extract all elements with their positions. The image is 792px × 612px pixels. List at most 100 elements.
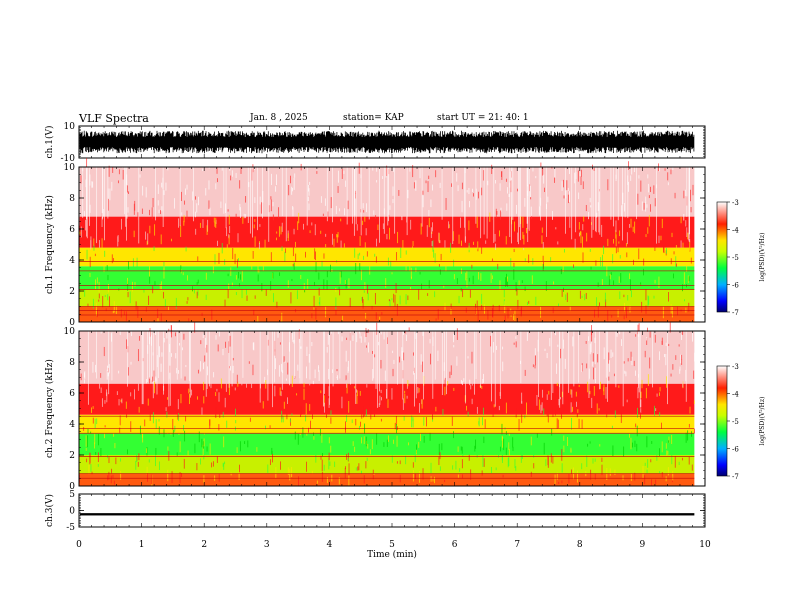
- spectral-speckle: [621, 339, 622, 346]
- spectral-speckle: [287, 233, 289, 241]
- y-axis-label: ch.3(V): [44, 494, 55, 527]
- y-tick-label: 0: [69, 318, 75, 328]
- spectral-speckle: [203, 426, 205, 435]
- spectral-speckle: [590, 469, 592, 480]
- spectral-speckle: [408, 442, 409, 446]
- spectral-speckle: [315, 262, 317, 273]
- spectral-speckle: [443, 285, 445, 288]
- spectral-speckle: [601, 279, 603, 286]
- spectral-speckle: [468, 454, 470, 461]
- spectral-speckle: [618, 385, 620, 388]
- spectral-speckle: [178, 412, 180, 422]
- spectral-speckle: [578, 418, 580, 429]
- spectral-speckle: [643, 268, 645, 276]
- spectral-speckle: [120, 309, 122, 318]
- spectral-speckle: [360, 421, 361, 427]
- spectral-speckle: [155, 419, 157, 429]
- spectral-speckle: [253, 309, 255, 316]
- spectral-speckle: [402, 331, 404, 335]
- spectral-speckle: [215, 335, 217, 340]
- spectral-speckle: [197, 396, 198, 400]
- spectral-speckle: [163, 190, 165, 196]
- colorbar-tick-label: -7: [732, 309, 739, 317]
- spectral-speckle: [375, 256, 377, 263]
- spectral-speckle: [344, 208, 345, 216]
- spectral-speckle: [303, 283, 305, 290]
- spectral-speckle: [216, 456, 218, 463]
- spectral-speckle: [118, 399, 120, 406]
- spectral-speckle: [420, 432, 421, 442]
- spectral-speckle: [689, 406, 691, 414]
- spectral-speckle: [270, 173, 272, 186]
- spectral-speckle: [619, 230, 621, 237]
- spectral-speckle: [265, 289, 267, 296]
- spectral-speckle: [203, 450, 205, 460]
- spectral-speckle: [586, 363, 588, 369]
- spectral-speckle: [236, 447, 238, 454]
- spectral-speckle: [112, 474, 114, 479]
- spectral-speckle: [688, 423, 690, 428]
- spectral-speckle: [456, 278, 458, 285]
- spectral-speckle: [330, 323, 332, 334]
- spectral-speckle: [608, 360, 610, 372]
- spectral-speckle: [579, 231, 581, 236]
- spectral-speckle: [272, 272, 274, 279]
- spectral-speckle: [316, 171, 318, 174]
- spectral-speckle: [364, 333, 366, 343]
- spectral-speckle: [92, 361, 94, 373]
- spectral-speckle: [175, 297, 177, 309]
- spectral-speckle: [615, 229, 617, 239]
- spectral-speckle: [119, 427, 121, 433]
- spectral-speckle: [307, 278, 309, 289]
- spectral-speckle: [523, 247, 525, 251]
- spectral-speckle: [647, 459, 649, 468]
- spectral-speckle: [88, 464, 90, 475]
- spectral-speckle: [386, 439, 388, 447]
- spectral-speckle: [130, 361, 132, 365]
- spectral-speckle: [534, 348, 536, 356]
- spectral-speckle: [136, 453, 138, 462]
- spectral-speckle: [341, 396, 343, 409]
- spectral-speckle: [579, 232, 580, 237]
- spectral-speckle: [105, 308, 107, 312]
- spectral-speckle: [582, 224, 584, 231]
- spectral-speckle: [363, 436, 365, 445]
- spectral-speckle: [476, 300, 478, 311]
- spectral-speckle: [192, 286, 193, 292]
- spectral-speckle: [283, 356, 285, 363]
- spectral-speckle: [280, 363, 282, 372]
- spectral-speckle: [524, 197, 526, 207]
- spectral-speckle: [379, 395, 381, 405]
- spectral-speckle: [341, 336, 343, 342]
- spectral-speckle: [385, 167, 387, 178]
- spectral-speckle: [550, 453, 552, 463]
- spectral-speckle: [359, 236, 361, 246]
- spectral-speckle: [651, 441, 653, 444]
- spectral-speckle: [413, 182, 415, 189]
- spectral-speckle: [615, 220, 617, 233]
- spectral-speckle: [149, 225, 151, 234]
- spectral-speckle: [202, 333, 204, 339]
- spectral-speckle: [278, 207, 280, 219]
- spectral-speckle: [593, 367, 595, 380]
- spectral-speckle: [506, 203, 508, 211]
- spectral-speckle: [94, 253, 96, 257]
- spectral-speckle: [601, 224, 603, 237]
- spectral-speckle: [661, 472, 663, 478]
- spectral-speckle: [94, 364, 96, 373]
- spectral-speckle: [151, 474, 153, 485]
- spectral-speckle: [401, 216, 403, 221]
- spectral-speckle: [461, 379, 462, 384]
- spectral-speckle: [148, 459, 150, 463]
- spectral-speckle: [206, 344, 208, 353]
- spectral-speckle: [572, 336, 574, 347]
- spectral-speckle: [567, 187, 569, 195]
- spectral-speckle: [599, 444, 601, 447]
- y-tick-label: 10: [64, 122, 76, 132]
- spectral-speckle: [309, 181, 311, 185]
- spectral-speckle: [632, 226, 634, 232]
- spectral-speckle: [305, 251, 306, 258]
- spectral-speckle: [569, 167, 570, 175]
- spectral-speckle: [281, 312, 283, 322]
- spectral-speckle: [590, 341, 592, 353]
